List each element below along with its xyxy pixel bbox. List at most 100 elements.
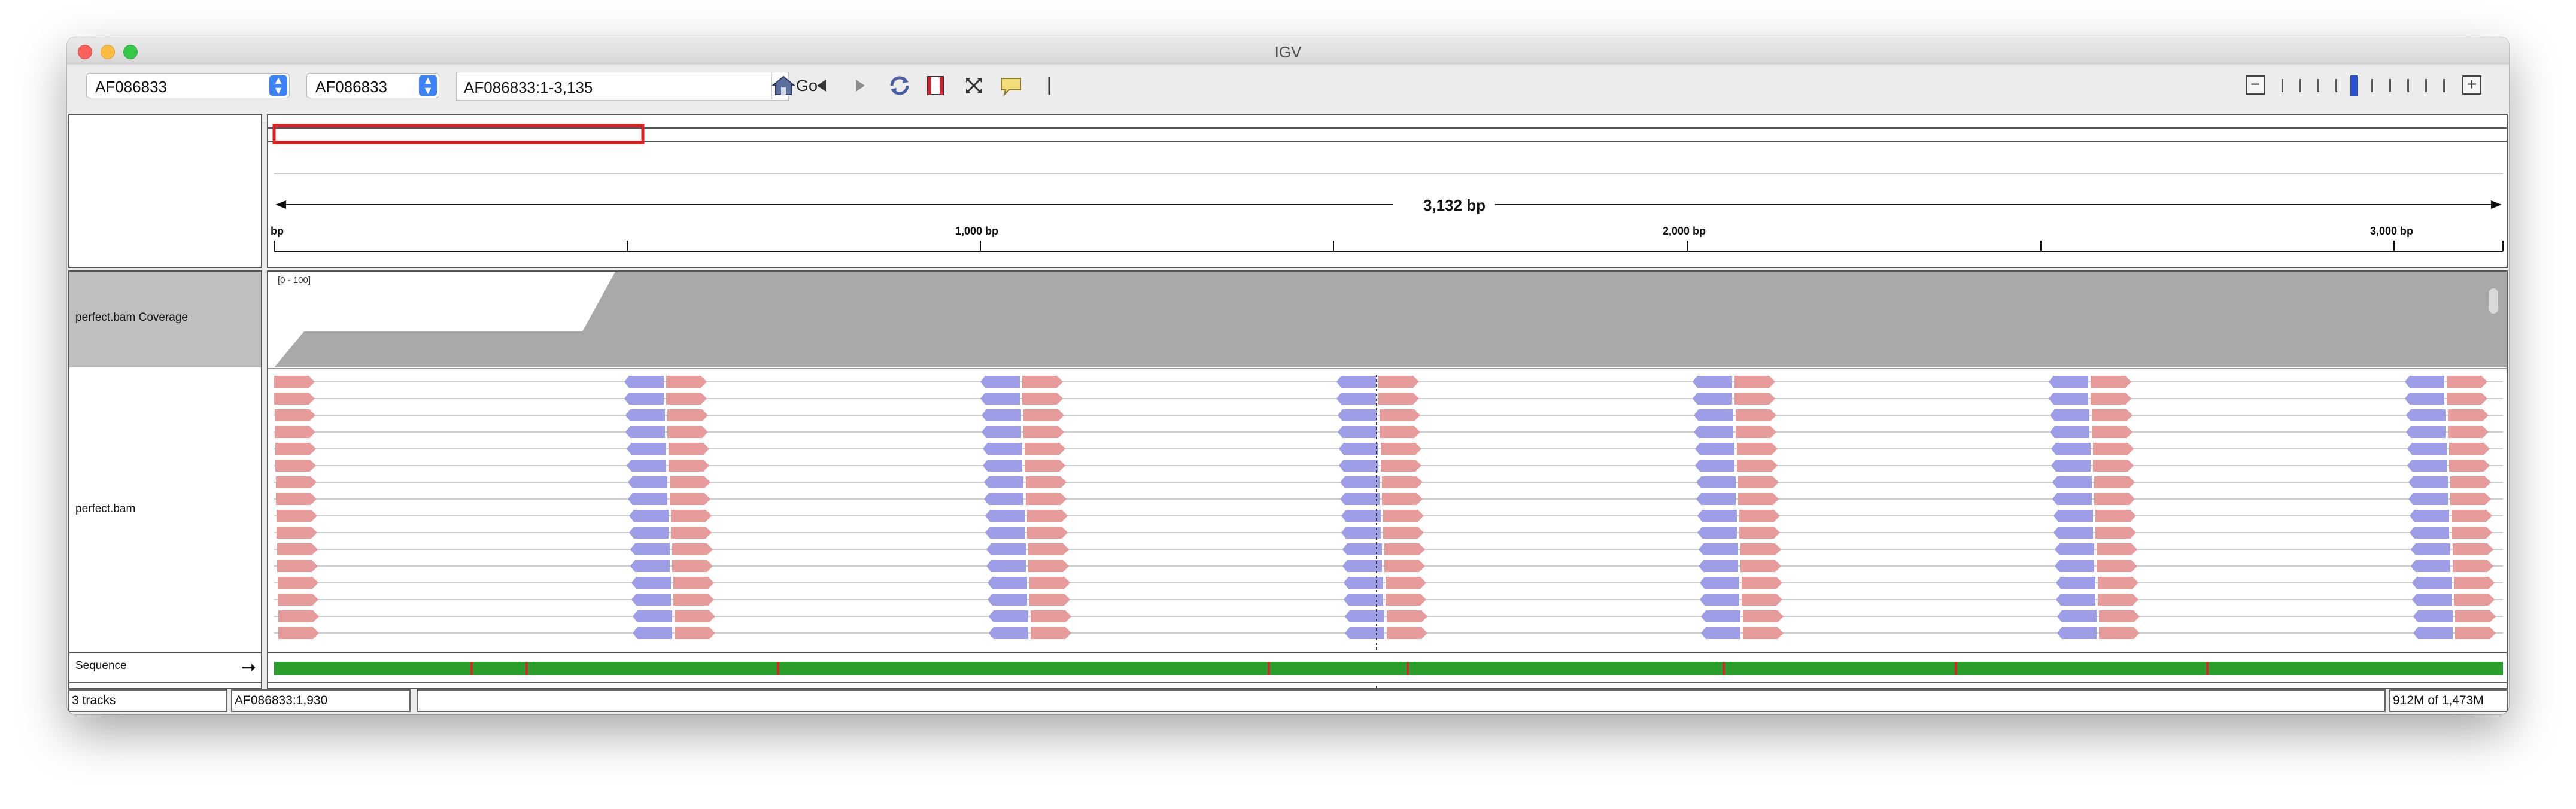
- sequence-base: [705, 662, 707, 675]
- sequence-base: [1995, 662, 1998, 675]
- sequence-base: [358, 662, 360, 675]
- sequence-base: [1416, 662, 1418, 675]
- sequence-base: [1761, 662, 1763, 675]
- coverage-track-name-bg[interactable]: [69, 272, 261, 367]
- alignment-track-name[interactable]: perfect.bam: [75, 503, 136, 515]
- forward-read: [2098, 594, 2138, 606]
- sequence-base: [1976, 662, 1979, 675]
- sequence-base: [1265, 662, 1268, 675]
- sequence-base: [1493, 662, 1495, 675]
- zoom-level-tick[interactable]: [2335, 79, 2337, 92]
- sequence-base: [925, 662, 928, 675]
- reverse-read: [2407, 443, 2447, 455]
- sequence-base: [1402, 662, 1404, 675]
- sequence-base: [1756, 662, 1758, 675]
- sequence-base: [932, 662, 935, 675]
- sequence-base: [861, 662, 863, 675]
- sequence-base: [487, 662, 490, 675]
- sequence-base: [396, 662, 399, 675]
- reverse-read: [1342, 543, 1382, 555]
- ruler-line-icon[interactable]: [1037, 73, 1062, 98]
- sequence-base: [1574, 662, 1576, 675]
- reverse-read: [629, 527, 669, 539]
- zoom-level-tick[interactable]: [2443, 79, 2445, 92]
- sequence-base: [612, 662, 614, 675]
- zoom-out-button[interactable]: −: [2246, 75, 2265, 95]
- sequence-base: [2254, 662, 2256, 675]
- genome-dropdown[interactable]: AF086833 ▲ ▼: [86, 73, 290, 98]
- forward-arrow-icon[interactable]: [847, 73, 873, 98]
- home-icon[interactable]: [771, 73, 796, 98]
- zoom-level-tick[interactable]: [2389, 79, 2391, 92]
- popup-info-icon[interactable]: [998, 73, 1023, 98]
- sequence-base: [880, 662, 882, 675]
- zoom-window-button[interactable]: [123, 45, 138, 59]
- forward-read: [2450, 493, 2491, 505]
- back-arrow-icon[interactable]: [809, 73, 834, 98]
- reverse-read: [1340, 493, 1380, 505]
- sequence-base: [1239, 662, 1241, 675]
- sequence-base: [2199, 662, 2201, 675]
- sequence-track-name[interactable]: Sequence: [75, 659, 127, 672]
- sequence-base: [763, 662, 765, 675]
- sequence-base: [1636, 662, 1639, 675]
- data-panel[interactable]: [0 - 100]: [267, 270, 2508, 689]
- sequence-base: [2237, 662, 2240, 675]
- sequence-base: [786, 662, 789, 675]
- sequence-base: [1529, 662, 1531, 675]
- sequence-base: [870, 662, 873, 675]
- minimize-window-button[interactable]: [101, 45, 115, 59]
- locus-input[interactable]: AF086833:1-3,135: [456, 72, 789, 101]
- sequence-base: [1282, 662, 1284, 675]
- zoom-level-tick[interactable]: [2299, 79, 2301, 92]
- zoom-level-tick[interactable]: [2282, 79, 2283, 92]
- sequence-base: [1804, 662, 1806, 675]
- zoom-level-tick[interactable]: [2425, 79, 2427, 92]
- sequence-base: [1064, 662, 1067, 675]
- forward-read: [2452, 527, 2492, 539]
- sequence-base: [657, 662, 660, 675]
- resize-to-window-icon[interactable]: [961, 73, 986, 98]
- sequence-base: [1134, 662, 1136, 675]
- sequence-base: [1330, 662, 1332, 675]
- forward-read: [1740, 560, 1781, 572]
- reverse-read: [2405, 393, 2444, 404]
- sequence-base: [310, 662, 312, 675]
- zoom-in-button[interactable]: +: [2462, 75, 2481, 95]
- sequence-base: [1067, 662, 1069, 675]
- coverage-track-name[interactable]: perfect.bam Coverage: [75, 311, 188, 324]
- sequence-base: [1734, 662, 1737, 675]
- sequence-base: [583, 662, 585, 675]
- viewport-indicator[interactable]: [272, 124, 645, 144]
- sequence-base: [1701, 662, 1703, 675]
- chromosome-dropdown[interactable]: AF086833 ▲ ▼: [306, 73, 439, 98]
- ruler-panel[interactable]: 3,132 bp bp 1,000 bp 2,000 bp 3,000 bp: [267, 114, 2508, 268]
- close-window-button[interactable]: [78, 45, 92, 59]
- strand-arrow-icon[interactable]: ➞: [241, 658, 256, 677]
- zoom-level-tick[interactable]: [2371, 79, 2373, 92]
- sequence-base: [439, 662, 442, 675]
- sequence-base: [1802, 662, 1804, 675]
- sequence-base: [2170, 662, 2173, 675]
- forward-read: [1382, 476, 1423, 488]
- sequence-base: [2350, 662, 2352, 675]
- roi-icon[interactable]: [923, 73, 948, 98]
- reverse-read: [2406, 409, 2446, 421]
- forward-read: [2095, 510, 2136, 522]
- sequence-base: [906, 662, 909, 675]
- vertical-scrollbar[interactable]: [2489, 288, 2498, 314]
- forward-read: [2449, 443, 2490, 455]
- sequence-base: [1979, 662, 1981, 675]
- zoom-slider-thumb[interactable]: [2350, 75, 2358, 96]
- sequence-base: [1189, 662, 1191, 675]
- reverse-read: [985, 510, 1025, 522]
- go-button[interactable]: Go: [796, 77, 818, 95]
- genome-value: AF086833: [95, 78, 167, 96]
- sequence-base: [547, 662, 549, 675]
- zoom-level-tick[interactable]: [2317, 79, 2319, 92]
- zoom-level-tick[interactable]: [2407, 79, 2409, 92]
- refresh-icon[interactable]: [887, 73, 912, 98]
- sequence-base: [1663, 662, 1665, 675]
- reverse-read: [630, 560, 670, 572]
- reverse-read: [1694, 426, 1733, 438]
